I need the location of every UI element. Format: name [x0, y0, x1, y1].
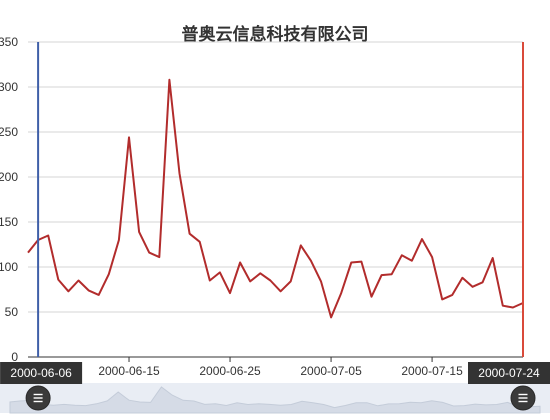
series-line [27, 78, 524, 319]
y-tick-label: 250 [0, 125, 18, 139]
zoom-preview-area [9, 386, 541, 414]
zoom-end-label: 2000-07-24 [478, 366, 540, 380]
zoom-start-label: 2000-06-06 [10, 366, 72, 380]
x-tick-label: 2000-07-15 [401, 364, 463, 378]
range-markers [37, 42, 524, 357]
y-tick-label: 300 [0, 80, 18, 94]
x-tick-label: 2000-07-05 [300, 364, 362, 378]
data-zoom-slider[interactable]: 2000-06-06 2000-07-24 [0, 362, 550, 414]
x-tick-label: 2000-06-15 [98, 364, 160, 378]
y-tick-label: 0 [11, 350, 18, 364]
y-axis: 0 50 100 150 200 250 300 350 [0, 35, 18, 364]
zoom-end-handle[interactable] [510, 385, 536, 411]
y-tick-label: 150 [0, 215, 18, 229]
x-tick-label: 2000-06-25 [199, 364, 261, 378]
series-layer [27, 78, 524, 319]
y-tick-label: 50 [5, 305, 19, 319]
grid-lines [28, 41, 523, 358]
zoom-end-label-bg [468, 362, 550, 384]
y-tick-label: 350 [0, 35, 18, 49]
zoom-start-handle[interactable] [25, 385, 51, 411]
y-tick-label: 200 [0, 170, 18, 184]
y-tick-label: 100 [0, 260, 18, 274]
chart-title: 普奥云信息科技有限公司 [182, 24, 369, 45]
x-axis: 2000-06-15 2000-06-25 2000-07-05 2000-07-15 [28, 356, 523, 378]
zoom-start-label-bg [0, 362, 83, 384]
